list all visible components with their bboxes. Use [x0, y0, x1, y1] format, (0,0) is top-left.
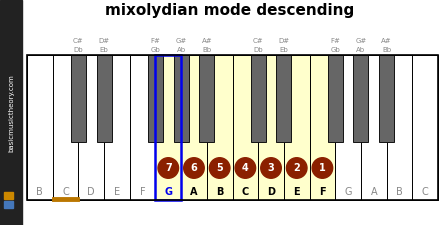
- Text: A: A: [370, 187, 377, 197]
- Text: C#: C#: [253, 38, 264, 44]
- Bar: [78, 55, 104, 200]
- Bar: [328, 55, 343, 142]
- Bar: [276, 55, 291, 142]
- Bar: [155, 55, 181, 200]
- Bar: [412, 55, 438, 200]
- Text: D: D: [88, 187, 95, 197]
- Bar: [361, 55, 387, 200]
- Text: mixolydian mode descending: mixolydian mode descending: [105, 4, 355, 18]
- Text: 6: 6: [191, 163, 198, 173]
- Bar: [97, 55, 111, 142]
- Bar: [181, 55, 207, 200]
- Text: D#: D#: [99, 38, 110, 44]
- Text: Eb: Eb: [279, 47, 288, 53]
- Bar: [251, 55, 266, 142]
- Text: Bb: Bb: [382, 47, 391, 53]
- Text: G#: G#: [356, 38, 367, 44]
- Text: basicmusictheory.com: basicmusictheory.com: [8, 74, 14, 152]
- Bar: [258, 55, 284, 200]
- Circle shape: [158, 158, 179, 178]
- Bar: [27, 55, 53, 200]
- Text: F#: F#: [150, 38, 160, 44]
- Text: 4: 4: [242, 163, 249, 173]
- Bar: [4, 201, 13, 208]
- Bar: [130, 55, 155, 200]
- Text: Gb: Gb: [330, 47, 340, 53]
- Bar: [53, 55, 78, 200]
- Text: Eb: Eb: [100, 47, 108, 53]
- Circle shape: [183, 158, 204, 178]
- Text: B: B: [396, 187, 403, 197]
- Bar: [310, 55, 335, 200]
- Bar: [207, 55, 232, 200]
- Text: F: F: [140, 187, 145, 197]
- Text: A#: A#: [202, 38, 212, 44]
- Text: Bb: Bb: [202, 47, 211, 53]
- Bar: [335, 55, 361, 200]
- Bar: [148, 55, 163, 142]
- Text: B: B: [216, 187, 224, 197]
- Text: G: G: [164, 187, 172, 197]
- Bar: [353, 55, 368, 142]
- Text: C: C: [422, 187, 429, 197]
- Bar: [4, 192, 13, 199]
- Bar: [71, 55, 86, 142]
- Text: 3: 3: [268, 163, 275, 173]
- Circle shape: [312, 158, 333, 178]
- Bar: [284, 55, 310, 200]
- Text: A#: A#: [381, 38, 392, 44]
- Text: Ab: Ab: [176, 47, 186, 53]
- Text: D: D: [267, 187, 275, 197]
- Text: D#: D#: [279, 38, 290, 44]
- Bar: [387, 55, 412, 200]
- Text: F#: F#: [330, 38, 340, 44]
- Bar: [104, 55, 130, 200]
- Text: C: C: [62, 187, 69, 197]
- Bar: [155, 55, 181, 200]
- Text: 1: 1: [319, 163, 326, 173]
- Text: 7: 7: [165, 163, 172, 173]
- Circle shape: [209, 158, 230, 178]
- Text: G#: G#: [176, 38, 187, 44]
- Circle shape: [235, 158, 256, 178]
- Text: 5: 5: [216, 163, 223, 173]
- Text: C#: C#: [73, 38, 84, 44]
- Bar: [174, 55, 189, 142]
- Text: E: E: [114, 187, 120, 197]
- Text: Ab: Ab: [356, 47, 366, 53]
- Text: F: F: [319, 187, 326, 197]
- Text: E: E: [293, 187, 300, 197]
- Circle shape: [261, 158, 281, 178]
- Bar: [0, 0, 22, 225]
- Text: 2: 2: [293, 163, 300, 173]
- Text: C: C: [242, 187, 249, 197]
- Text: Db: Db: [73, 47, 83, 53]
- Text: G: G: [345, 187, 352, 197]
- Text: Db: Db: [253, 47, 263, 53]
- Bar: [27, 55, 438, 200]
- Bar: [379, 55, 394, 142]
- Bar: [199, 55, 214, 142]
- Text: Gb: Gb: [150, 47, 160, 53]
- Circle shape: [286, 158, 307, 178]
- Text: B: B: [37, 187, 43, 197]
- Bar: [232, 55, 258, 200]
- Text: A: A: [190, 187, 198, 197]
